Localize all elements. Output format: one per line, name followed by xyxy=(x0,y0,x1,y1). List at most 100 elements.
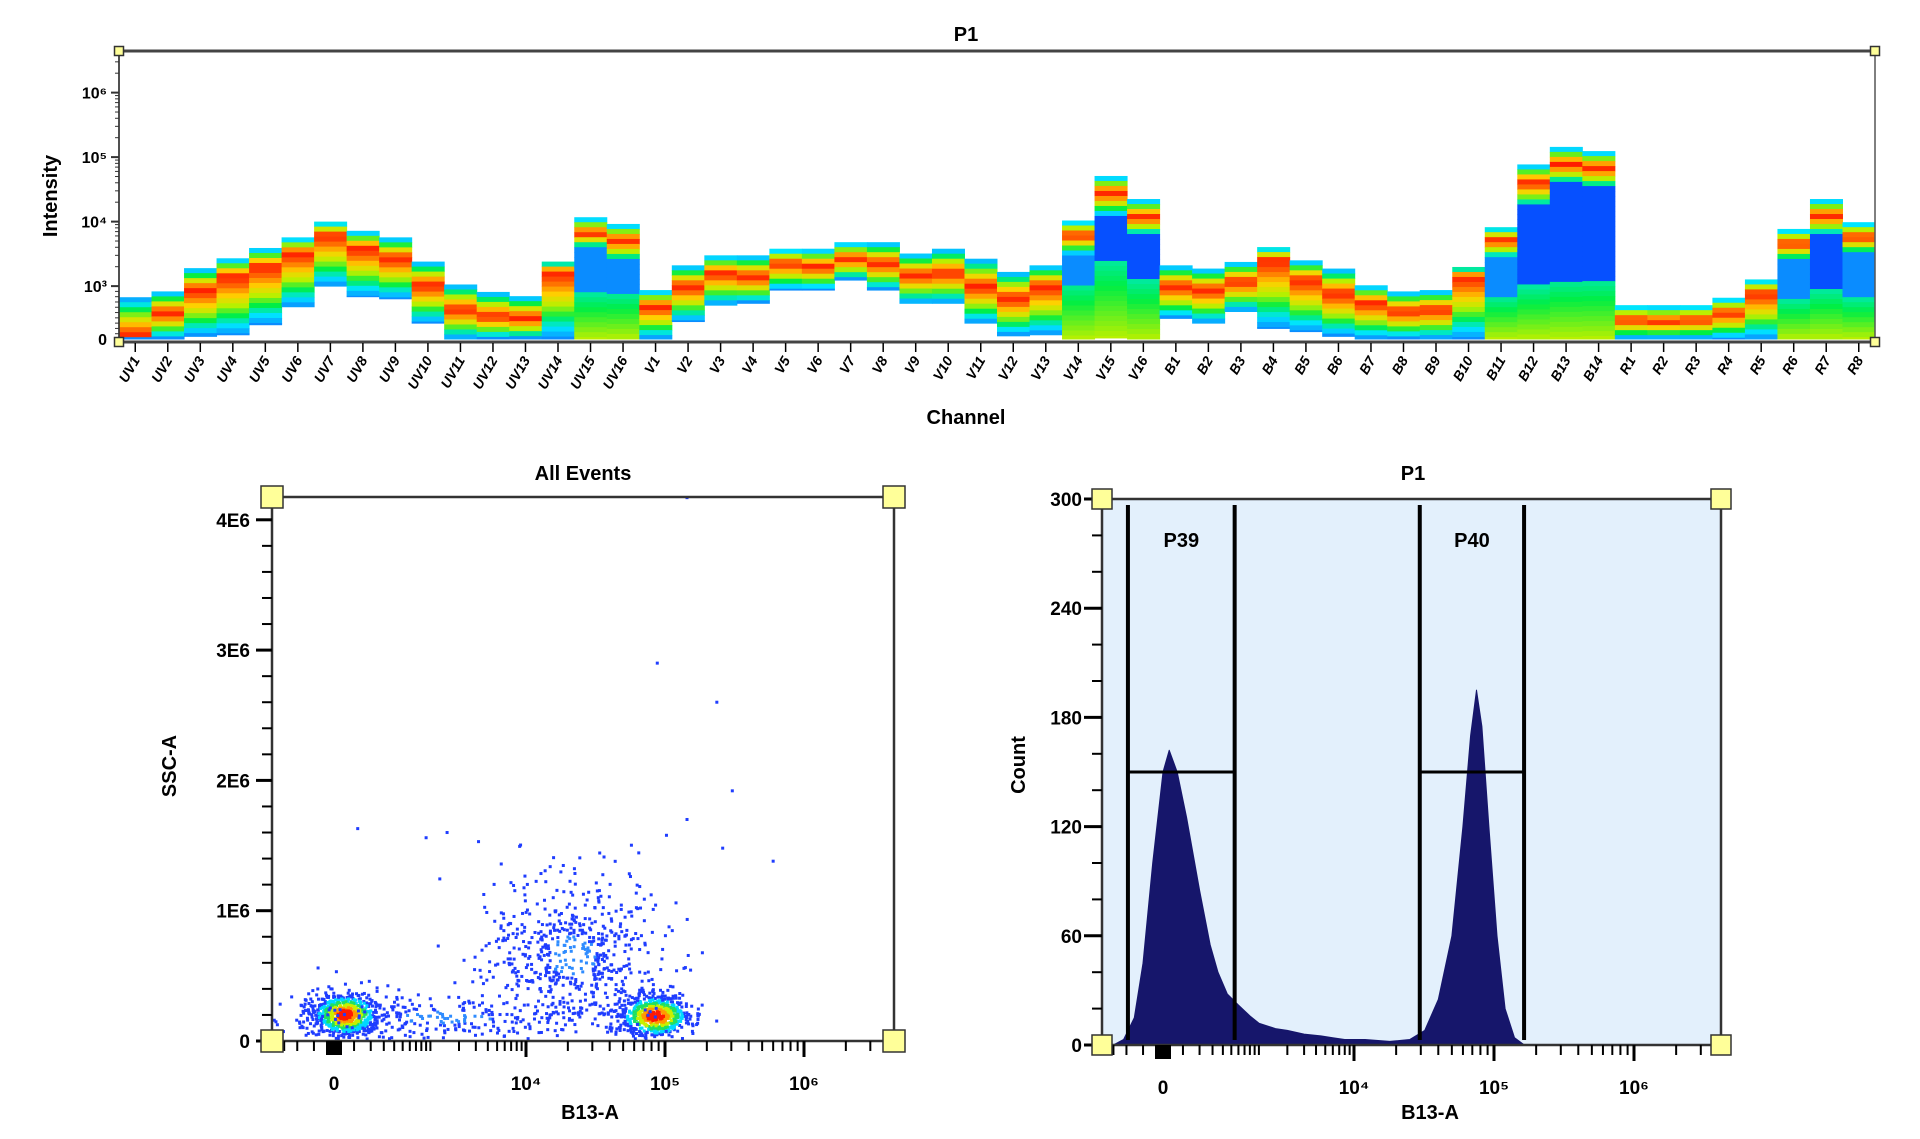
scatter-point xyxy=(462,958,466,962)
channel-cell xyxy=(1517,299,1551,305)
channel-cell xyxy=(249,292,283,299)
scatter-point xyxy=(496,937,500,941)
scatter-point xyxy=(569,949,573,953)
scatter-point xyxy=(434,1027,438,1031)
scatter-point xyxy=(532,1017,536,1021)
resize-handle-bottom-left[interactable] xyxy=(260,1029,284,1053)
channel-label: V10 xyxy=(930,353,956,383)
channel-cell xyxy=(1744,294,1778,300)
scatter-point xyxy=(610,919,614,923)
channel-cell xyxy=(1159,270,1193,276)
scatter-point xyxy=(512,946,516,950)
scatter-point xyxy=(578,856,582,860)
scatter-point xyxy=(678,992,682,996)
scatter-point xyxy=(385,1011,389,1015)
scatter-point xyxy=(629,910,633,914)
scatter-point xyxy=(573,982,577,986)
scatter-point xyxy=(491,1017,495,1021)
channel-cell xyxy=(801,258,835,265)
scatter-point xyxy=(331,1023,335,1027)
scatter-point xyxy=(508,963,512,967)
scatter-point xyxy=(580,928,584,932)
x-tick-label: 0 xyxy=(329,1074,340,1095)
scatter-point xyxy=(634,932,638,936)
channel-column-UV6 xyxy=(281,237,315,308)
channel-cell xyxy=(249,247,283,254)
scatter-point xyxy=(299,1013,303,1017)
channel-cell xyxy=(1582,176,1616,182)
channel-cell xyxy=(1257,312,1291,318)
channel-cell xyxy=(1517,249,1551,255)
scatter-point xyxy=(645,1030,649,1034)
scatter-point xyxy=(627,872,631,876)
resize-handle-bottom-right[interactable] xyxy=(1869,336,1881,348)
scatter-point xyxy=(352,1011,356,1015)
channel-cell xyxy=(1614,315,1648,321)
scatter-point xyxy=(659,1024,663,1028)
scatter-point xyxy=(675,1022,679,1026)
scatter-point xyxy=(690,1022,694,1026)
scatter-point xyxy=(613,859,617,863)
scatter-point xyxy=(621,1008,625,1012)
resize-handle-bottom-right[interactable] xyxy=(882,1029,906,1053)
channel-cell xyxy=(1062,240,1096,247)
channel-cell xyxy=(1777,233,1811,240)
scatter-point xyxy=(596,1024,600,1028)
resize-handle-top-right[interactable] xyxy=(882,485,906,509)
channel-cell xyxy=(1062,220,1096,227)
scatter-point xyxy=(565,928,569,932)
scatter-point xyxy=(408,1035,412,1039)
scatter-point xyxy=(336,1014,340,1018)
scatter-point xyxy=(528,941,532,945)
resize-handle-bottom-left[interactable] xyxy=(1091,1034,1113,1056)
channel-cell xyxy=(1062,310,1096,317)
scatter-point xyxy=(614,909,618,913)
channel-cell xyxy=(834,247,868,253)
channel-cell xyxy=(1484,272,1518,278)
channel-cell xyxy=(1549,216,1583,223)
scatter-point xyxy=(367,993,371,997)
scatter-point xyxy=(640,1026,644,1030)
scatter-point xyxy=(664,1009,668,1013)
scatter-point xyxy=(341,1032,345,1036)
scatter-point xyxy=(320,1021,324,1025)
scatter-point xyxy=(418,1023,422,1027)
scatter-point xyxy=(420,1015,424,1019)
channel-cell xyxy=(1289,270,1323,276)
channel-column-B9 xyxy=(1419,290,1453,340)
gate-P40[interactable]: P40 xyxy=(1417,505,1527,1040)
scatter-point xyxy=(625,928,629,932)
scatter-point xyxy=(555,1034,559,1038)
scatter-point xyxy=(557,953,561,957)
gate-P39[interactable]: P39 xyxy=(1125,505,1237,1040)
scatter-point xyxy=(683,1014,687,1018)
channel-cell xyxy=(899,268,933,275)
scatter-point xyxy=(547,971,551,975)
scatter-point xyxy=(516,984,520,988)
scatter-point xyxy=(397,1011,401,1015)
channel-cell xyxy=(1419,320,1453,326)
scatter-point xyxy=(335,1028,339,1032)
scatter-point xyxy=(503,1019,507,1023)
resize-handle-top-left[interactable] xyxy=(1091,488,1113,510)
channel-cell xyxy=(736,270,770,276)
resize-handle-top-left[interactable] xyxy=(113,45,125,57)
channel-cell xyxy=(671,320,705,323)
scatter-point xyxy=(349,1029,353,1033)
resize-handle-bottom-right[interactable] xyxy=(1710,1034,1732,1056)
channel-cell xyxy=(1322,268,1356,275)
channel-column-B4 xyxy=(1257,247,1291,329)
scatter-point xyxy=(306,1031,310,1035)
scatter-point xyxy=(617,967,621,971)
resize-handle-top-left[interactable] xyxy=(260,485,284,509)
scatter-point xyxy=(509,922,513,926)
scatter-point xyxy=(307,992,311,996)
resize-handle-top-right[interactable] xyxy=(1710,488,1732,510)
scatter-point xyxy=(591,995,595,999)
resize-handle-top-right[interactable] xyxy=(1869,45,1881,57)
scatter-point xyxy=(658,995,662,999)
scatter-point xyxy=(483,905,487,909)
channel-cell xyxy=(1224,271,1258,278)
resize-handle-bottom-left[interactable] xyxy=(113,336,125,348)
scatter-point xyxy=(546,1028,550,1032)
